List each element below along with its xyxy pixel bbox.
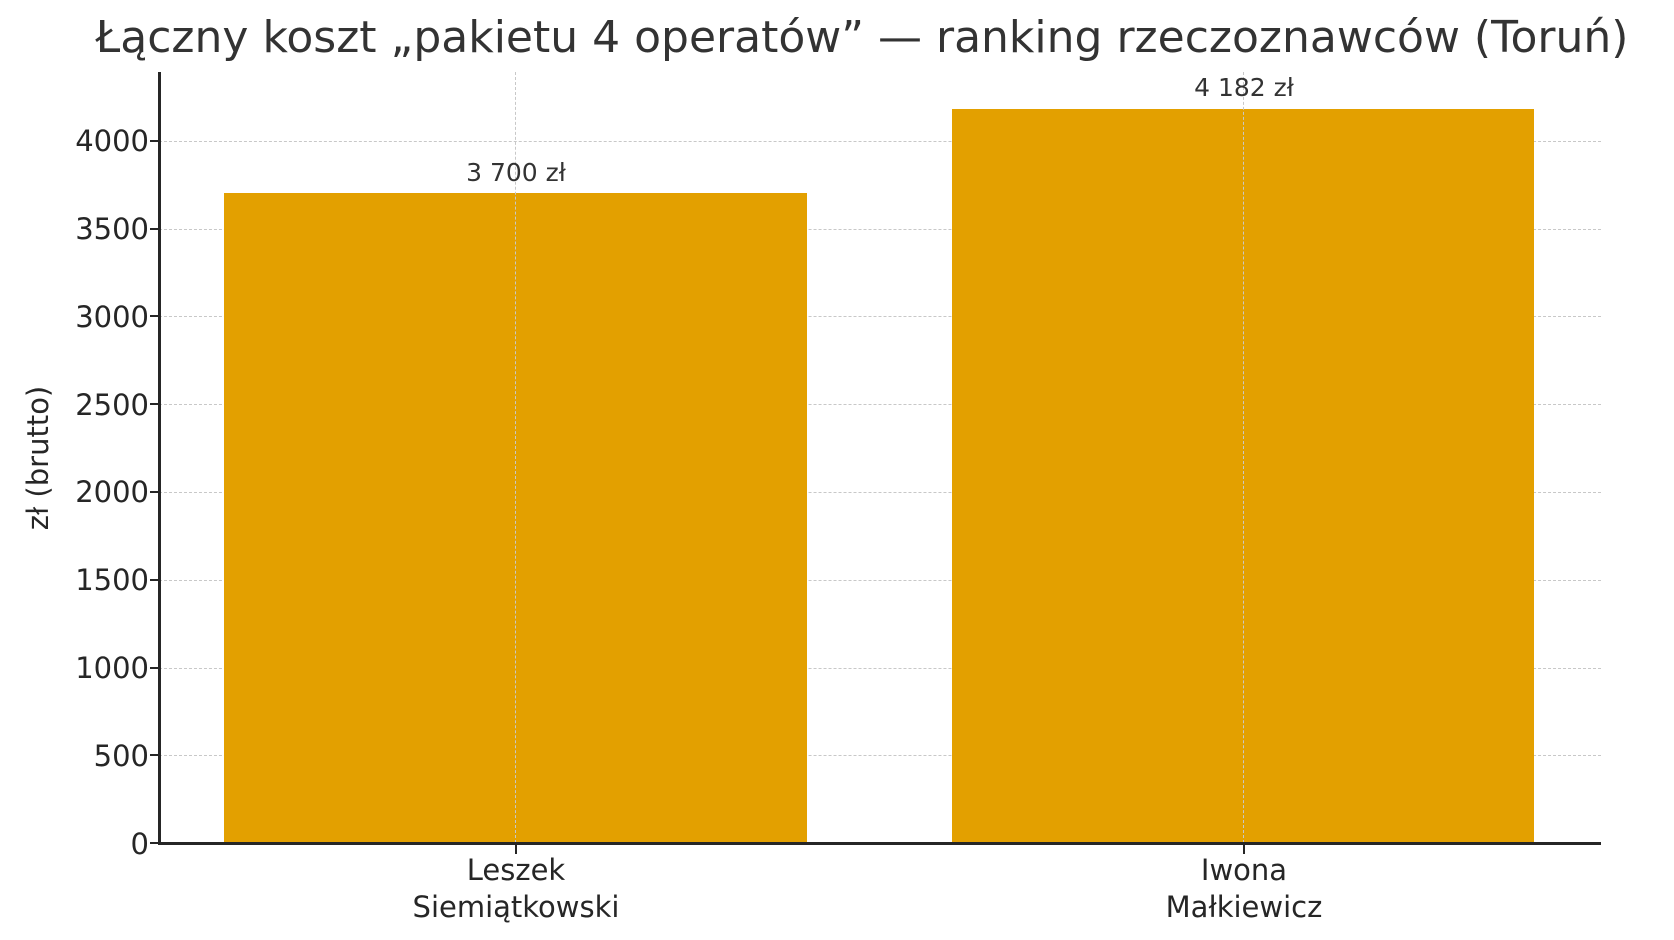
y-tick <box>150 315 159 318</box>
chart-title: Łączny koszt „pakietu 4 operatów” — rank… <box>95 12 1629 63</box>
y-tick-label: 1500 <box>75 563 149 597</box>
y-tick <box>150 842 159 844</box>
x-tick <box>515 845 517 854</box>
y-tick <box>150 227 159 230</box>
gridline-3500 <box>159 228 1601 230</box>
y-tick-label: 500 <box>93 739 149 773</box>
y-tick <box>150 139 159 142</box>
plot-area: 3 700 zł 4 182 zł 0 500 1000 1500 2000 2… <box>75 72 1601 924</box>
x-tick-label-line2: Małkiewicz <box>1165 890 1323 924</box>
x-tick <box>1243 845 1245 854</box>
y-tick <box>150 754 159 757</box>
x-axis-line <box>157 842 1601 845</box>
y-tick <box>150 403 159 406</box>
y-tick <box>150 578 159 581</box>
y-tick-label: 2500 <box>75 388 149 422</box>
vgridline-2 <box>1243 72 1244 843</box>
y-axis-label: zł (brutto) <box>21 385 55 531</box>
y-tick <box>150 666 159 669</box>
y-tick-label: 3000 <box>75 300 149 334</box>
gridline-2500 <box>159 404 1601 406</box>
y-tick-label: 4000 <box>75 124 149 158</box>
y-axis-line <box>157 72 161 845</box>
x-tick-label-iwona-malkiewicz: Iwona Małkiewicz <box>1166 852 1323 926</box>
vgridline-1 <box>515 72 516 843</box>
gridline-4000 <box>159 140 1601 142</box>
gridline-500 <box>159 755 1601 757</box>
gridline-1500 <box>159 579 1601 581</box>
y-tick-label: 2000 <box>75 475 149 509</box>
x-tick-label-line1: Leszek <box>466 853 566 887</box>
bar-value-label: 4 182 zł <box>1194 73 1294 102</box>
y-tick-label: 0 <box>130 827 149 861</box>
gridline-2000 <box>159 491 1601 493</box>
y-tick-label: 1000 <box>75 651 149 685</box>
bar-value-label: 3 700 zł <box>466 158 566 187</box>
x-tick-label-leszek-siemiatkowski: Leszek Siemiątkowski <box>413 852 620 926</box>
x-tick-label-line2: Siemiątkowski <box>412 890 620 924</box>
gridline-3000 <box>159 316 1601 318</box>
x-tick-label-line1: Iwona <box>1200 853 1288 887</box>
y-tick <box>150 490 159 493</box>
gridline-1000 <box>159 667 1601 669</box>
y-tick-label: 3500 <box>75 212 149 246</box>
